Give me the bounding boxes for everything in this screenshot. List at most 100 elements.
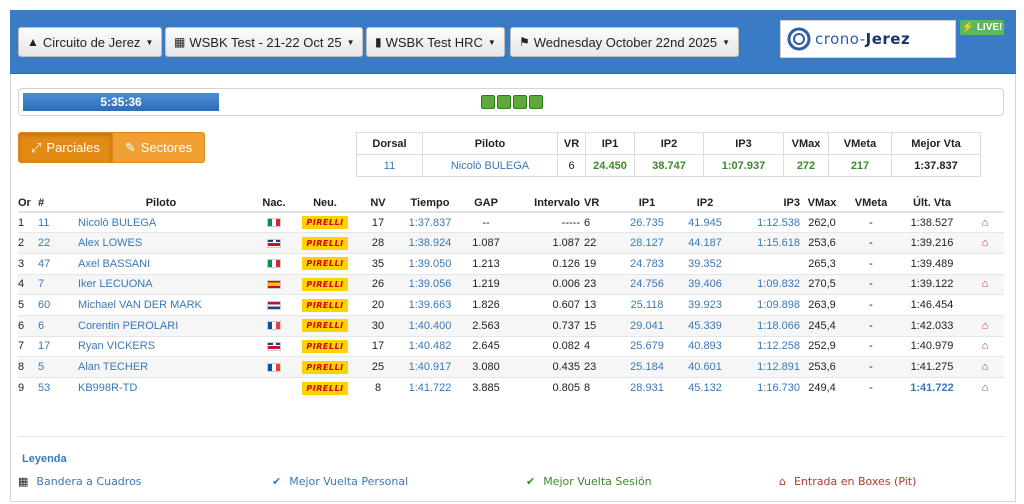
- rider-name-cell[interactable]: KB998R-TD: [66, 377, 256, 399]
- pirelli-logo: PIRELLI: [302, 298, 348, 312]
- ip2-cell: 44.187: [674, 232, 736, 254]
- vmeta-cell: -: [844, 335, 898, 357]
- best-lap-number-cell: 19: [580, 252, 620, 275]
- ip3-cell: 1:16.730: [736, 377, 800, 399]
- circuit-dropdown[interactable]: ▲ Circuito de Jerez ▼: [18, 27, 163, 57]
- number-cell[interactable]: 7: [38, 273, 66, 295]
- parciales-label: Parciales: [46, 140, 100, 155]
- laps-cell: 25: [358, 356, 398, 378]
- calendar-icon: ▦: [174, 35, 186, 49]
- laps-cell: 20: [358, 294, 398, 316]
- check-circle-icon: ✔: [526, 475, 536, 488]
- tyre-cell: PIRELLI: [292, 294, 358, 316]
- number-cell[interactable]: 17: [38, 335, 66, 357]
- ip3-cell: 1:09.832: [736, 273, 800, 295]
- sectores-label: Sectores: [140, 140, 193, 155]
- legend-divider: [18, 436, 1004, 437]
- rider-name-cell[interactable]: Iker LECUONA: [66, 273, 256, 295]
- session-dropdown[interactable]: ▦ WSBK Test - 21-22 Oct 25 ▼: [165, 27, 364, 57]
- status-light: [513, 95, 527, 109]
- number-cell[interactable]: 53: [38, 377, 66, 399]
- number-cell[interactable]: 5: [38, 356, 66, 378]
- table-row[interactable]: 8 5 Alan TECHER PIRELLI 25 1:40.917 3.080 0.435…: [18, 356, 1004, 378]
- rider-name-cell[interactable]: Nicolò BULEGA: [66, 211, 256, 233]
- summary-header-row: Dorsal Piloto VR IP1 IP2 IP3 VMax VMeta …: [356, 132, 981, 155]
- interval-cell: 0.006: [510, 273, 580, 295]
- pit-house-icon: ⌂: [981, 361, 989, 374]
- house-icon: ⌂: [779, 475, 786, 488]
- last-lap-cell: 1:46.454: [898, 294, 966, 316]
- pirelli-logo: PIRELLI: [302, 257, 348, 271]
- nationality-cell: [256, 211, 292, 233]
- best-time-cell[interactable]: 1:39.056: [398, 273, 462, 295]
- chevron-down-icon: ▼: [346, 37, 355, 47]
- parciales-button[interactable]: ⤢ Parciales: [18, 132, 113, 163]
- summary-ip2: 38.747: [634, 154, 704, 177]
- interval-cell: 0.737: [510, 314, 580, 337]
- position-cell: 8: [18, 356, 38, 378]
- summary-header: IP1: [585, 132, 635, 155]
- laps-cell: 17: [358, 335, 398, 357]
- last-lap-cell: 1:40.979: [898, 335, 966, 357]
- best-lap-number-cell: 23: [580, 273, 620, 295]
- flag-it-icon: [267, 218, 281, 228]
- view-toggle: ⤢ Parciales ✎ Sectores: [18, 132, 206, 163]
- vmeta-cell: -: [844, 377, 898, 399]
- number-cell[interactable]: 22: [38, 232, 66, 254]
- rider-name-cell[interactable]: Corentin PEROLARI: [66, 314, 256, 337]
- ip2-cell: 45.132: [674, 377, 736, 399]
- best-time-cell[interactable]: 1:40.917: [398, 356, 462, 378]
- pirelli-logo: PIRELLI: [302, 319, 348, 333]
- number-cell[interactable]: 11: [38, 211, 66, 233]
- summary-dorsal[interactable]: 11: [356, 154, 423, 177]
- session-dropdown-label: WSBK Test - 21-22 Oct 25: [189, 34, 342, 50]
- last-lap-cell: 1:41.275: [898, 356, 966, 378]
- best-lap-summary: Dorsal Piloto VR IP1 IP2 IP3 VMax VMeta …: [356, 132, 981, 177]
- table-row[interactable]: 7 17 Ryan VICKERS PIRELLI 17 1:40.482 2.645 0.0…: [18, 335, 1004, 357]
- number-cell[interactable]: 60: [38, 294, 66, 316]
- table-row[interactable]: 3 47 Axel BASSANI PIRELLI 35 1:39.050 1.213 0.1…: [18, 252, 1004, 275]
- table-row[interactable]: 1 11 Nicolò BULEGA PIRELLI 17 1:37.837 -- -----…: [18, 211, 1004, 233]
- summary-vr: 6: [557, 154, 586, 177]
- status-light: [481, 95, 495, 109]
- ip1-cell: 24.756: [620, 273, 674, 295]
- rider-name-cell[interactable]: Ryan VICKERS: [66, 335, 256, 357]
- rider-name-cell[interactable]: Michael VAN DER MARK: [66, 294, 256, 316]
- table-row[interactable]: 9 53 KB998R-TD PIRELLI 8 1:41.722 3.885 0.805 8 2…: [18, 377, 1004, 399]
- summary-piloto[interactable]: Nicolò BULEGA: [422, 154, 558, 177]
- ip2-cell: 39.923: [674, 294, 736, 316]
- best-time-cell[interactable]: 1:39.050: [398, 252, 462, 275]
- pirelli-logo: PIRELLI: [302, 381, 348, 395]
- flag-icon: ⚑: [519, 35, 530, 49]
- rider-name-cell[interactable]: Alex LOWES: [66, 232, 256, 254]
- best-time-cell[interactable]: 1:37.837: [398, 211, 462, 233]
- rider-name-cell[interactable]: Axel BASSANI: [66, 252, 256, 275]
- crono-jerez-logo[interactable]: crono-Jerez: [780, 20, 956, 58]
- table-row[interactable]: 6 6 Corentin PEROLARI PIRELLI 30 1:40.400 2.56…: [18, 314, 1004, 337]
- col-header: GAP: [462, 194, 510, 213]
- table-row[interactable]: 5 60 Michael VAN DER MARK PIRELLI 20 1:39.663…: [18, 294, 1004, 316]
- best-lap-number-cell: 22: [580, 232, 620, 254]
- rider-name-cell[interactable]: Alan TECHER: [66, 356, 256, 378]
- best-time-cell[interactable]: 1:39.663: [398, 294, 462, 316]
- legend-label: Entrada en Boxes (Pit): [793, 475, 917, 488]
- col-header-pit: [966, 194, 1004, 213]
- vmax-cell: 253,6: [800, 356, 844, 378]
- best-time-cell[interactable]: 1:38.924: [398, 232, 462, 254]
- table-row[interactable]: 2 22 Alex LOWES PIRELLI 28 1:38.924 1.087 1.087…: [18, 232, 1004, 254]
- table-row[interactable]: 4 7 Iker LECUONA PIRELLI 26 1:39.056 1.219 0.00…: [18, 273, 1004, 295]
- chevron-down-icon: ▼: [722, 37, 731, 47]
- team-dropdown[interactable]: ▮ WSBK Test HRC ▼: [366, 27, 505, 57]
- best-time-cell[interactable]: 1:41.722: [398, 377, 462, 399]
- best-time-cell[interactable]: 1:40.400: [398, 314, 462, 337]
- gap-cell: 2.563: [462, 314, 510, 337]
- sectores-button[interactable]: ✎ Sectores: [112, 132, 206, 163]
- ip1-cell: 25.118: [620, 294, 674, 316]
- laps-cell: 30: [358, 314, 398, 337]
- best-time-cell[interactable]: 1:40.482: [398, 335, 462, 357]
- vmax-cell: 252,9: [800, 335, 844, 357]
- date-dropdown[interactable]: ⚑ Wednesday October 22nd 2025 ▼: [510, 27, 740, 57]
- vmax-cell: 249,4: [800, 377, 844, 399]
- number-cell[interactable]: 6: [38, 314, 66, 337]
- number-cell[interactable]: 47: [38, 252, 66, 275]
